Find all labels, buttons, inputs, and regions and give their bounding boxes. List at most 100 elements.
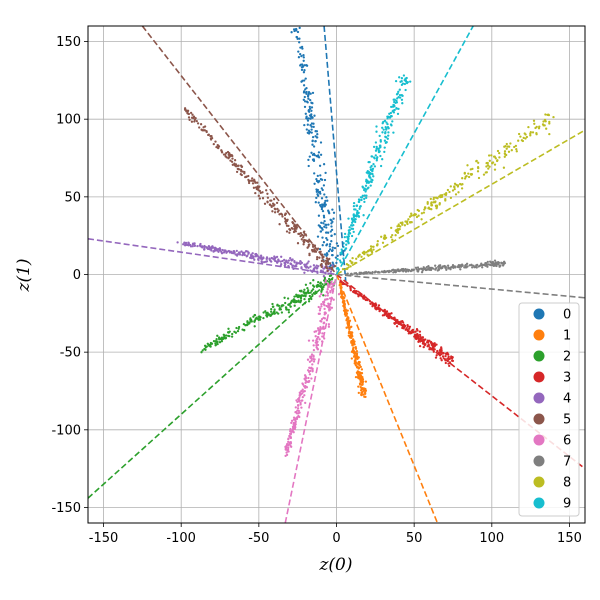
scatter-point [315,264,318,267]
grid [88,26,585,523]
scatter-point [372,163,375,166]
scatter-point [319,285,323,289]
scatter-point [320,292,323,296]
legend-marker [533,308,545,320]
series-6-line [284,274,338,523]
scatter-point [500,262,503,265]
scatter-point [548,132,551,136]
scatter-point [383,139,387,142]
scatter-point [287,440,290,444]
scatter-point [529,134,532,137]
scatter-point [210,342,213,345]
scatter-point [397,223,400,226]
scatter-point [319,325,322,329]
scatter-point [333,246,337,250]
scatter-point [320,305,323,308]
scatter-point [420,337,423,340]
scatter-point [350,224,354,227]
scatter-point [299,64,302,67]
scatter-point [355,349,359,353]
scatter-point [314,250,318,253]
scatter-point [329,218,332,221]
scatter-point [429,197,432,201]
scatter-point [314,201,317,204]
scatter-point [325,236,328,240]
scatter-point [427,344,430,347]
scatter-point [322,222,325,225]
scatter-point [311,293,314,296]
scatter-point [354,208,357,211]
scatter-point [201,246,204,249]
scatter-point [214,140,217,143]
scatter-point [339,281,342,284]
scatter-point [278,213,281,216]
scatter-point [322,325,325,328]
scatter-point [316,235,320,238]
scatter-point [323,307,326,311]
scatter-point [387,127,390,130]
scatter-point [333,233,336,236]
scatter-point [360,196,364,199]
scatter-point [374,141,378,144]
scatter-point [295,35,299,39]
scatter-point [470,263,473,267]
y-tick-label: -100 [51,423,81,438]
scatter-point [232,250,235,253]
scatter-point [309,367,313,370]
scatter-point [326,269,329,273]
scatter-point [297,409,300,413]
scatter-point [403,224,407,227]
scatter-point [319,205,322,208]
series-2-line [88,273,338,499]
scatter-point [368,171,371,175]
scatter-point [543,118,547,122]
scatter-point [357,360,360,364]
scatter-point [286,443,289,447]
scatter-point [312,348,316,352]
scatter-point [301,382,304,385]
scatter-point [297,56,301,59]
scatter-point [303,297,306,301]
scatter-point [403,324,407,328]
scatter-point [295,28,298,31]
scatter-point [503,155,506,158]
scatter-point [390,226,393,230]
scatter-point [383,234,386,237]
scatter-point [322,241,326,244]
scatter-point [330,286,333,289]
scatter-point [416,329,419,332]
scatter-point [315,341,318,345]
scatter-point [317,151,321,154]
scatter-point [476,263,479,267]
scatter-point [409,80,412,83]
scatter-point [329,230,332,233]
scatter-point [346,321,349,324]
scatter-point [319,226,322,229]
scatter-point [330,240,333,243]
scatter-point [314,335,317,338]
scatter-point [319,319,322,323]
scatter-point [364,392,367,395]
scatter-point [503,150,507,153]
scatter-point [406,268,409,271]
scatter-point [183,108,187,111]
scatter-point [325,290,329,293]
scatter-point [346,316,349,319]
scatter-point [299,290,303,293]
scatter-point [420,212,424,215]
y-tick-label: -50 [60,346,81,361]
scatter-point [209,345,212,348]
scatter-point [264,260,268,263]
scatter-point [297,295,301,298]
scatter-point [270,307,273,311]
scatter-point [294,417,298,420]
series-7-line [336,273,585,299]
scatter-point [502,261,506,264]
scatter-point [285,306,288,310]
scatter-point [321,188,324,192]
scatter-point [342,257,345,260]
scatter-point [311,339,315,342]
scatter-point [316,174,319,178]
scatter-point [212,142,215,146]
scatter-point [545,127,548,130]
